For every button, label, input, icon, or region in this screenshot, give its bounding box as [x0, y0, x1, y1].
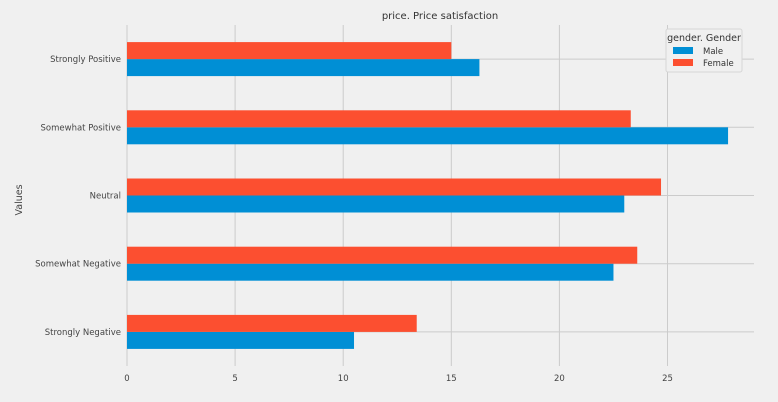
- bar-male: [127, 59, 480, 77]
- legend-title: gender. Gender: [667, 33, 741, 44]
- legend: gender. Gender Male Female: [665, 28, 743, 73]
- bar-male: [127, 127, 729, 145]
- y-tick-label: Somewhat Negative: [35, 260, 121, 270]
- x-tick-label: 5: [232, 374, 237, 384]
- bar-female: [127, 42, 452, 60]
- legend-swatch-female: [673, 59, 693, 66]
- bar-male: [127, 263, 614, 281]
- x-tick-label: 0: [124, 374, 129, 384]
- y-axis-label: Values: [14, 184, 25, 215]
- bar-female: [127, 178, 662, 196]
- y-tick-label: Somewhat Positive: [41, 123, 121, 133]
- y-ticks: Strongly Negative Somewhat Negative Neutra…: [35, 55, 121, 338]
- bar-male: [127, 195, 625, 213]
- legend-swatch-male: [673, 47, 693, 54]
- bar-male: [127, 331, 355, 349]
- x-tick-label: 15: [446, 374, 457, 384]
- bars: [127, 42, 729, 349]
- x-tick-label: 25: [662, 374, 673, 384]
- x-tick-label: 10: [338, 374, 349, 384]
- bar-female: [127, 110, 631, 128]
- chart-title: price. Price satisfaction: [382, 11, 498, 22]
- bar-female: [127, 246, 638, 264]
- x-tick-label: 20: [554, 374, 565, 384]
- y-tick-label: Strongly Negative: [45, 328, 121, 338]
- x-ticks: 0 5 10 15 20 25: [124, 374, 673, 384]
- bar-female: [127, 314, 417, 332]
- legend-label-male: Male: [703, 47, 723, 57]
- y-tick-label: Neutral: [90, 192, 121, 202]
- y-tick-label: Strongly Positive: [50, 55, 121, 65]
- legend-label-female: Female: [703, 59, 734, 69]
